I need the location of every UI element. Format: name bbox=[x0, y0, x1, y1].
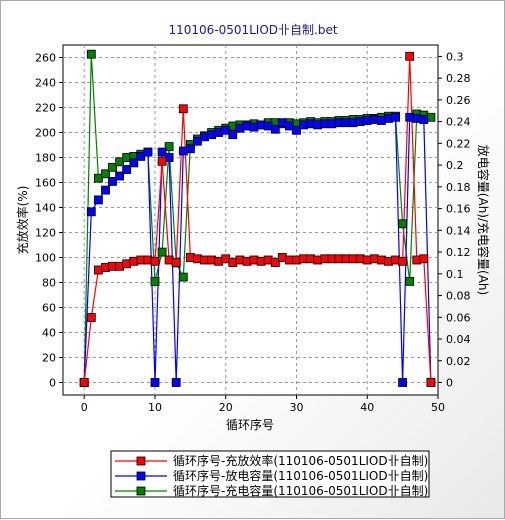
y2-tick-label: 0.12 bbox=[446, 246, 471, 259]
series-0-point bbox=[157, 156, 167, 166]
x-tick-label: 10 bbox=[148, 401, 162, 414]
series-0-point bbox=[270, 258, 280, 267]
series-1-point bbox=[419, 115, 429, 124]
chart-title: 110106-0501LIOD卝自制.bet bbox=[168, 23, 337, 37]
series-1-point bbox=[157, 147, 167, 157]
series-1-point bbox=[108, 176, 117, 186]
series-1-point bbox=[270, 124, 280, 134]
y2-tick-label: 0 bbox=[446, 377, 453, 390]
y2-tick-label: 0.1 bbox=[446, 268, 464, 281]
y-axis-label: 充放效率(%) bbox=[15, 186, 30, 255]
series-2-point bbox=[405, 276, 415, 286]
x-axis-label: 循环序号 bbox=[226, 417, 274, 432]
y-tick-label: 180 bbox=[35, 152, 56, 165]
y2-tick-label: 0.24 bbox=[446, 116, 471, 129]
series-1-point bbox=[122, 165, 132, 174]
plot-area bbox=[62, 44, 439, 396]
series-2-point bbox=[178, 272, 188, 282]
y2-axis-label: 放电容量(Ah)/充电容量(Ah) bbox=[476, 145, 491, 295]
series-2-point bbox=[398, 219, 408, 229]
series-1-point bbox=[185, 144, 195, 154]
series-1-point bbox=[228, 130, 238, 140]
y2-tick-label: 0.22 bbox=[446, 137, 471, 150]
x-tick-label: 20 bbox=[219, 401, 233, 414]
y2-tick-label: 0.14 bbox=[446, 224, 471, 237]
y-tick-label: 60 bbox=[42, 302, 56, 315]
y-tick-label: 80 bbox=[42, 277, 56, 290]
y-tick-label: 140 bbox=[35, 202, 56, 215]
y-tick-label: 240 bbox=[35, 77, 56, 90]
legend-box bbox=[110, 450, 430, 498]
series-1-point bbox=[391, 112, 400, 122]
x-tick-label: 50 bbox=[431, 401, 445, 414]
series-1-point bbox=[150, 378, 160, 387]
legend-marker-0 bbox=[136, 456, 146, 466]
y-tick-label: 40 bbox=[42, 327, 56, 340]
series-0-point bbox=[178, 104, 188, 114]
series-0-point bbox=[426, 378, 436, 387]
series-0-point bbox=[79, 378, 89, 387]
series-1-point bbox=[171, 378, 181, 387]
y-tick-label: 160 bbox=[35, 177, 56, 190]
series-0-point bbox=[86, 313, 96, 322]
series-1-point bbox=[94, 195, 103, 205]
y-tick-label: 120 bbox=[35, 227, 56, 240]
x-axis: 0 10 20 30 40 50 bbox=[81, 395, 445, 414]
series-2-point bbox=[101, 169, 110, 179]
y2-tick-label: 0.2 bbox=[446, 159, 464, 172]
series-2-point bbox=[164, 142, 174, 152]
series-2-point bbox=[157, 247, 167, 257]
series-1-point bbox=[101, 185, 110, 195]
series-0-point bbox=[419, 254, 429, 264]
y2-tick-label: 0.26 bbox=[446, 94, 471, 107]
y2-tick-label: 0.08 bbox=[446, 290, 471, 303]
series-1-point bbox=[143, 147, 153, 157]
series-2-point bbox=[108, 162, 117, 172]
x-tick-label: 40 bbox=[360, 401, 374, 414]
legend-label-0: 循环序号-充放效率(110106-0501LIOD卝自制) bbox=[173, 453, 428, 468]
y-tick-label: 0 bbox=[49, 377, 56, 390]
x-tick-label: 0 bbox=[81, 401, 88, 414]
series-1-point bbox=[398, 378, 408, 387]
y2-tick-label: 0.04 bbox=[446, 333, 471, 346]
y2-tick-label: 0.18 bbox=[446, 181, 471, 194]
y-axis-right: 0 0.02 0.04 0.06 0.08 0.1 0.12 0.14 0.16 0.18 0.2 0… bbox=[438, 50, 471, 390]
series-0-point bbox=[405, 51, 415, 61]
y-tick-label: 200 bbox=[35, 127, 56, 140]
y-axis-left: 0 20 40 60 80 100 120 140 160 180 200 220 240 260 bbox=[35, 52, 63, 390]
y2-tick-label: 0.28 bbox=[446, 72, 471, 85]
y-tick-label: 260 bbox=[35, 52, 56, 65]
series-0-point bbox=[171, 258, 181, 267]
series-0-point bbox=[150, 256, 160, 266]
series-0-point bbox=[398, 256, 408, 266]
series-1-point bbox=[115, 171, 124, 181]
x-tick-label: 30 bbox=[289, 401, 303, 414]
grid-lines bbox=[63, 45, 438, 395]
y2-tick-label: 0.3 bbox=[446, 50, 464, 63]
series-2-point bbox=[150, 276, 160, 286]
y2-tick-label: 0.02 bbox=[446, 355, 471, 368]
legend: 循环序号-充放效率(110106-0501LIOD卝自制)循环序号-放电容量(1… bbox=[110, 450, 430, 498]
series-1-point bbox=[129, 158, 139, 168]
series-1-point bbox=[86, 207, 96, 217]
y-tick-label: 220 bbox=[35, 102, 56, 115]
series-2-point bbox=[86, 49, 96, 59]
legend-marker-2 bbox=[136, 486, 146, 496]
y-tick-label: 100 bbox=[35, 252, 56, 265]
y-tick-label: 20 bbox=[42, 352, 56, 365]
legend-label-2: 循环序号-充电容量(110106-0501LIOD卝自制) bbox=[173, 483, 428, 498]
series-group bbox=[79, 49, 436, 387]
series-1-point bbox=[292, 125, 301, 135]
y2-tick-label: 0.06 bbox=[446, 311, 471, 324]
legend-label-1: 循环序号-放电容量(110106-0501LIOD卝自制) bbox=[173, 468, 428, 483]
legend-marker-1 bbox=[136, 471, 146, 481]
y2-tick-label: 0.16 bbox=[446, 203, 471, 216]
